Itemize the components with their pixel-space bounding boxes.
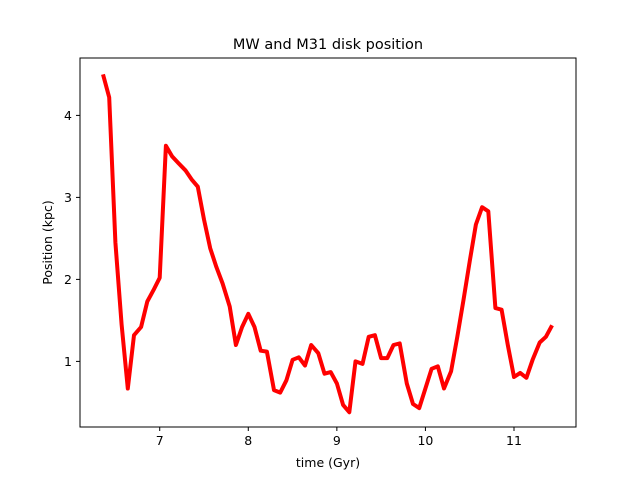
y-axis: 1 2 3 4	[64, 108, 80, 369]
y-axis-label: Position (kpc)	[40, 200, 55, 284]
x-axis: 7 8 9 10 11	[156, 427, 522, 448]
y-tick-label: 2	[64, 272, 72, 287]
plot-frame	[79, 57, 577, 428]
x-tick-label: 8	[244, 433, 252, 448]
y-tick-label: 4	[64, 108, 72, 123]
y-tick-label: 1	[64, 354, 72, 369]
x-tick-label: 7	[156, 433, 164, 448]
chart-title: MW and M31 disk position	[233, 37, 423, 53]
x-tick-label: 10	[417, 433, 433, 448]
x-tick-label: 9	[333, 433, 341, 448]
y-tick-label: 3	[64, 190, 72, 205]
series-line	[101, 73, 554, 415]
x-axis-label: time (Gyr)	[296, 455, 360, 470]
x-tick-label: 11	[506, 433, 522, 448]
